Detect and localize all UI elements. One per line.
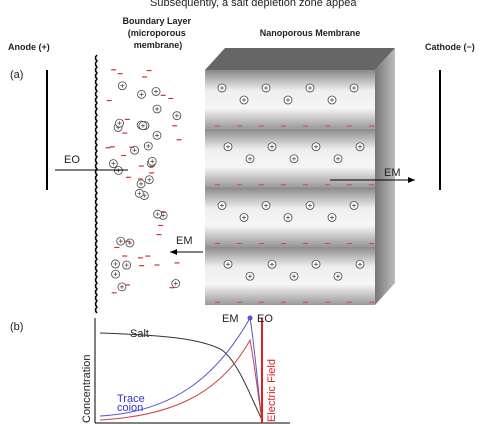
em-label-right: EM <box>384 167 401 179</box>
boundary-line: (microporous <box>128 28 186 38</box>
boundary-line: Boundary Layer <box>122 16 191 26</box>
membrane-label: Nanoporous Membrane <box>260 28 361 38</box>
cathode-label: Cathode (−) <box>425 42 475 52</box>
boundary-interface <box>96 55 98 313</box>
eo-label: EO <box>64 154 80 166</box>
caption-fragment: Subsequently, a salt depletion zone appe… <box>150 0 357 9</box>
anode-label: Anode (+) <box>8 42 50 52</box>
figure: Subsequently, a salt depletion zone appe… <box>0 0 493 424</box>
panel-label: (a) <box>10 69 23 81</box>
panel-label: (b) <box>10 321 23 333</box>
trace-line: coion <box>117 402 143 414</box>
membrane-top <box>205 48 395 70</box>
em-label-left: EM <box>176 235 193 247</box>
boundary-label: Boundary Layer (microporous membrane) <box>122 16 193 50</box>
eo-label: EO <box>257 313 273 325</box>
trace-label: Trace coion <box>117 393 148 414</box>
boundary-line: membrane) <box>134 40 183 50</box>
membrane <box>205 48 395 305</box>
em-label: EM <box>222 313 239 325</box>
y-axis-label: Concentration <box>81 355 93 424</box>
peak <box>248 316 253 321</box>
field-label: Electric Field <box>266 359 278 422</box>
